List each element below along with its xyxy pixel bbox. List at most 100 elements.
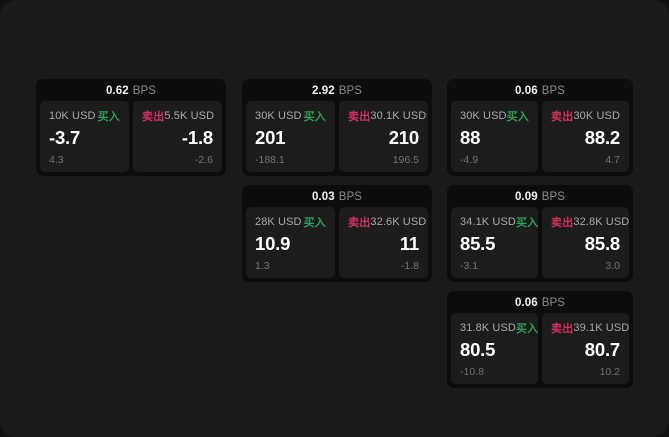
- buy-side-label: 买入: [97, 111, 120, 123]
- quote-card[interactable]: 0.06 BPS 31.8K USD 买入 80.5 -10.8 卖出 39.1K USD 80…: [447, 291, 633, 388]
- card-header: 0.09 BPS: [447, 185, 633, 207]
- bps-unit-label: BPS: [338, 191, 363, 203]
- sell-side-label: 卖出: [551, 323, 574, 335]
- buy-delta: -188.1: [255, 153, 285, 166]
- sell-pane[interactable]: 卖出 32.6K USD 11 -1.8: [339, 207, 428, 278]
- bps-unit-label: BPS: [338, 85, 363, 97]
- sell-price: 85.8: [584, 232, 620, 254]
- sell-size-label: 39.1K USD: [573, 322, 630, 334]
- sell-delta: -1.8: [400, 259, 419, 272]
- buy-delta: 1.3: [255, 259, 270, 272]
- bps-value: 0.06: [514, 297, 538, 309]
- buy-price: 10.9: [255, 232, 291, 254]
- bps-value: 0.09: [514, 191, 538, 203]
- sell-size-label: 5.5K USD: [164, 110, 215, 122]
- sell-delta: 3.0: [605, 259, 620, 272]
- sell-pane-header: 卖出 30K USD: [551, 109, 620, 123]
- sell-pane[interactable]: 卖出 5.5K USD -1.8 -2.6: [133, 101, 222, 172]
- buy-side-label: 买入: [515, 217, 539, 229]
- buy-pane-header: 28K USD 买入: [255, 215, 326, 229]
- card-body: 10K USD 买入 -3.7 4.3 卖出 5.5K USD -1.8 -2.6: [36, 101, 226, 176]
- bps-unit-label: BPS: [541, 297, 566, 309]
- sell-price: -1.8: [181, 126, 213, 148]
- bps-value: 2.92: [311, 85, 335, 97]
- sell-pane[interactable]: 卖出 30K USD 88.2 4.7: [542, 101, 629, 172]
- sell-delta: -2.6: [194, 153, 213, 166]
- buy-price: 80.5: [460, 338, 496, 360]
- sell-pane-header: 卖出 39.1K USD: [551, 321, 629, 335]
- sell-size-label: 30.1K USD: [370, 110, 427, 122]
- buy-pane[interactable]: 34.1K USD 买入 85.5 -3.1: [451, 207, 538, 278]
- buy-side-label: 买入: [303, 111, 326, 123]
- buy-side-label: 买入: [515, 323, 539, 335]
- card-header: 0.03 BPS: [242, 185, 432, 207]
- sell-price: 11: [399, 232, 419, 254]
- card-header: 2.92 BPS: [242, 79, 432, 101]
- sell-size-label: 32.6K USD: [370, 216, 427, 228]
- buy-delta: -3.1: [460, 259, 479, 272]
- buy-side-label: 买入: [303, 217, 326, 229]
- buy-delta: -10.8: [460, 365, 484, 378]
- quote-card[interactable]: 0.62 BPS 10K USD 买入 -3.7 4.3 卖出 5.5K USD -1.8 -2.…: [36, 79, 226, 176]
- buy-pane-header: 34.1K USD 买入: [460, 215, 538, 229]
- buy-size-label: 10K USD: [49, 110, 96, 122]
- buy-pane[interactable]: 10K USD 买入 -3.7 4.3: [40, 101, 129, 172]
- bps-value: 0.62: [105, 85, 129, 97]
- card-body: 28K USD 买入 10.9 1.3 卖出 32.6K USD 11 -1.8: [242, 207, 432, 282]
- buy-size-label: 31.8K USD: [460, 322, 516, 334]
- quote-card[interactable]: 2.92 BPS 30K USD 买入 201 -188.1 卖出 30.1K USD 210 1…: [242, 79, 432, 176]
- sell-pane-header: 卖出 32.6K USD: [348, 215, 426, 229]
- sell-size-label: 30K USD: [573, 110, 620, 122]
- quote-card[interactable]: 0.03 BPS 28K USD 买入 10.9 1.3 卖出 32.6K USD 11 -1.8: [242, 185, 432, 282]
- bps-unit-label: BPS: [541, 191, 566, 203]
- buy-pane[interactable]: 30K USD 买入 88 -4.9: [451, 101, 538, 172]
- sell-delta: 196.5: [392, 153, 419, 166]
- buy-price: 85.5: [460, 232, 496, 254]
- buy-delta: 4.3: [49, 153, 64, 166]
- buy-pane-header: 30K USD 买入: [255, 109, 326, 123]
- buy-pane-header: 30K USD 买入: [460, 109, 529, 123]
- quote-card[interactable]: 0.09 BPS 34.1K USD 买入 85.5 -3.1 卖出 32.8K USD 85.…: [447, 185, 633, 282]
- sell-pane[interactable]: 卖出 39.1K USD 80.7 10.2: [542, 313, 629, 384]
- sell-price: 210: [388, 126, 419, 148]
- bps-value: 0.06: [514, 85, 538, 97]
- card-header: 0.06 BPS: [447, 79, 633, 101]
- card-body: 30K USD 买入 201 -188.1 卖出 30.1K USD 210 196.5: [242, 101, 432, 176]
- buy-pane-header: 31.8K USD 买入: [460, 321, 538, 335]
- buy-pane[interactable]: 28K USD 买入 10.9 1.3: [246, 207, 335, 278]
- bps-unit-label: BPS: [132, 85, 157, 97]
- sell-price: 88.2: [584, 126, 620, 148]
- buy-side-label: 买入: [506, 111, 529, 123]
- sell-pane-header: 卖出 5.5K USD: [142, 109, 215, 123]
- card-header: 0.06 BPS: [447, 291, 633, 313]
- buy-pane-header: 10K USD 买入: [49, 109, 120, 123]
- sell-pane[interactable]: 卖出 32.8K USD 85.8 3.0: [542, 207, 629, 278]
- sell-pane[interactable]: 卖出 30.1K USD 210 196.5: [339, 101, 428, 172]
- buy-size-label: 30K USD: [255, 110, 302, 122]
- sell-side-label: 卖出: [348, 217, 371, 229]
- buy-pane[interactable]: 30K USD 买入 201 -188.1: [246, 101, 335, 172]
- buy-price: 88: [460, 126, 481, 148]
- buy-size-label: 34.1K USD: [460, 216, 516, 228]
- card-body: 30K USD 买入 88 -4.9 卖出 30K USD 88.2 4.7: [447, 101, 633, 176]
- card-body: 34.1K USD 买入 85.5 -3.1 卖出 32.8K USD 85.8 3.0: [447, 207, 633, 282]
- buy-price: 201: [255, 126, 286, 148]
- sell-delta: 4.7: [605, 153, 620, 166]
- buy-delta: -4.9: [460, 153, 479, 166]
- card-body: 31.8K USD 买入 80.5 -10.8 卖出 39.1K USD 80.7 10.2: [447, 313, 633, 388]
- sell-side-label: 卖出: [551, 217, 574, 229]
- bps-unit-label: BPS: [541, 85, 566, 97]
- buy-price: -3.7: [49, 126, 81, 148]
- bps-value: 0.03: [311, 191, 335, 203]
- buy-size-label: 30K USD: [460, 110, 507, 122]
- quote-card[interactable]: 0.06 BPS 30K USD 买入 88 -4.9 卖出 30K USD 88.2 4.7: [447, 79, 633, 176]
- sell-delta: 10.2: [599, 365, 620, 378]
- sell-side-label: 卖出: [142, 111, 165, 123]
- buy-pane[interactable]: 31.8K USD 买入 80.5 -10.8: [451, 313, 538, 384]
- sell-size-label: 32.8K USD: [573, 216, 630, 228]
- buy-size-label: 28K USD: [255, 216, 302, 228]
- card-header: 0.62 BPS: [36, 79, 226, 101]
- sell-price: 80.7: [584, 338, 620, 360]
